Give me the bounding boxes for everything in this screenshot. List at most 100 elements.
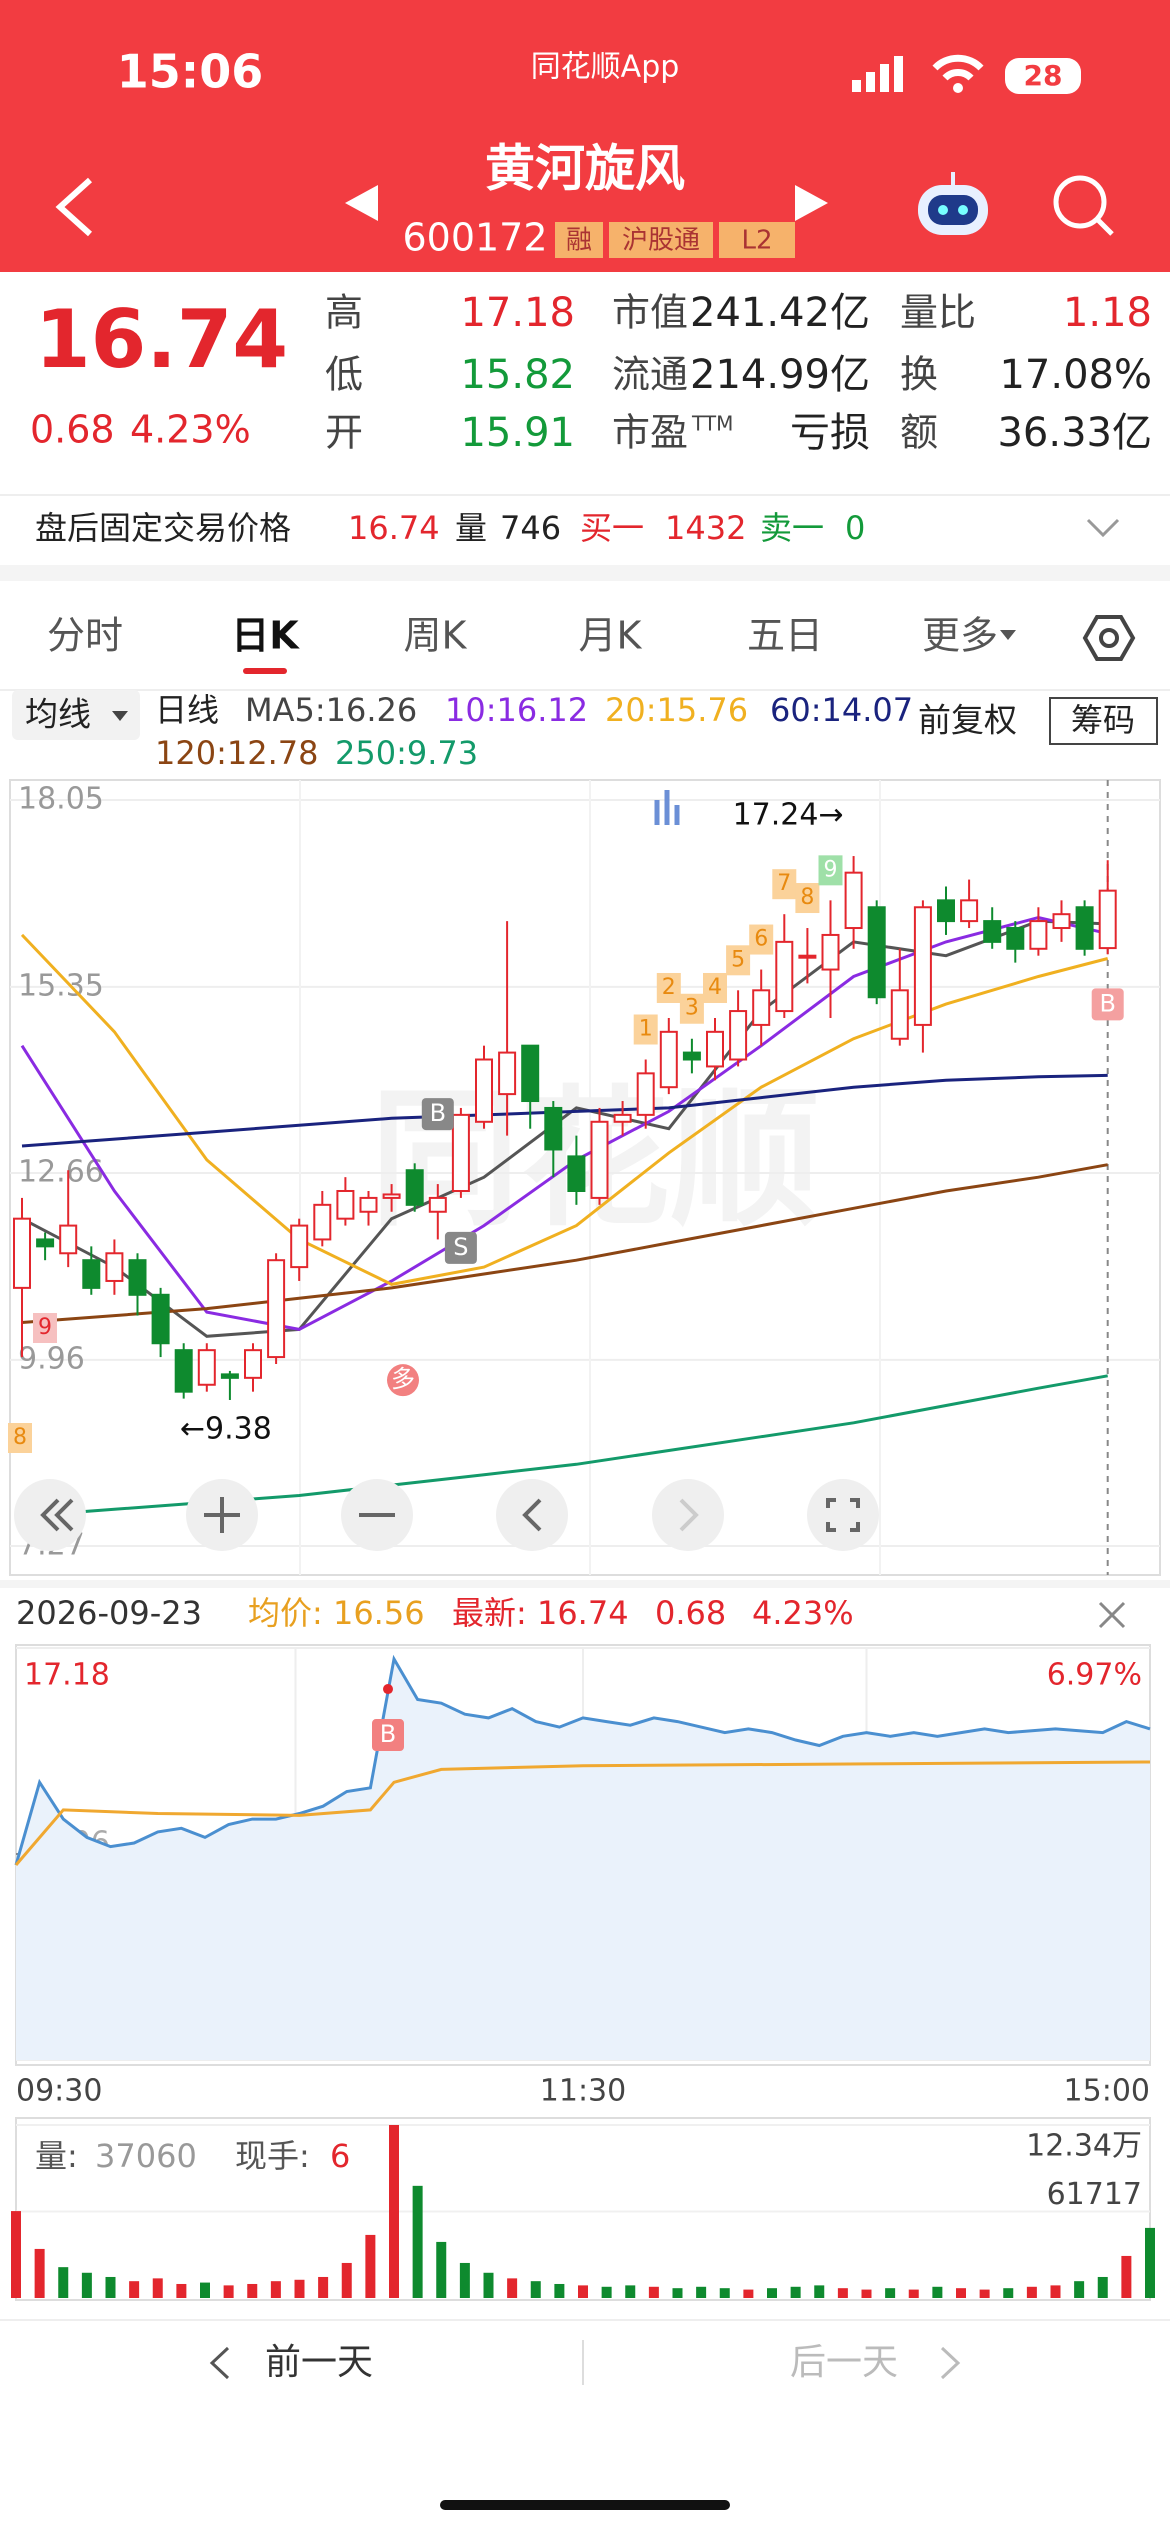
tool-icon [679, 1498, 699, 1532]
volume-frame [15, 2117, 1151, 2301]
ma-line [20, 933, 1109, 1286]
tab[interactable]: 五日 [747, 614, 823, 658]
tool-button[interactable] [807, 1479, 879, 1551]
volume-bar [200, 2282, 210, 2298]
tag: 沪股通 [622, 226, 700, 256]
candle-body [890, 989, 909, 1040]
volume-bar [223, 2285, 234, 2298]
volume-value: 37060 [95, 2137, 197, 2175]
candle-body [220, 1373, 239, 1379]
candle-body [752, 989, 771, 1026]
tab[interactable]: 月K [579, 614, 643, 658]
signal-bg [1091, 988, 1124, 1021]
candle-body [151, 1293, 170, 1345]
candle-body [659, 1030, 678, 1089]
field-label: 低 [325, 353, 363, 397]
signal-bg [372, 1719, 404, 1752]
volume-bar [790, 2286, 801, 2298]
expand[interactable] [1086, 518, 1120, 538]
chips-button[interactable] [1049, 697, 1158, 745]
signal: B [380, 1720, 396, 1748]
ma-label: 120:12.78 [155, 734, 318, 772]
candle-body [521, 1044, 540, 1103]
volume-bar [1003, 2288, 1014, 2298]
volume-bar [979, 2289, 990, 2298]
volume-bar [719, 2288, 730, 2298]
tool-icon [522, 1498, 542, 1532]
adjust[interactable]: 前复权 [918, 701, 1017, 740]
back-button[interactable] [55, 177, 93, 237]
field-label: 量比 [900, 291, 976, 335]
robot-icon[interactable] [918, 172, 988, 235]
home-indicator [440, 2500, 730, 2510]
ma-label: 60:14.07 [770, 691, 913, 729]
seq: 6 [754, 927, 768, 952]
prev-day[interactable]: 前一天 [265, 2342, 373, 2383]
seq: 8 [13, 1425, 27, 1450]
tag-bg [719, 222, 795, 258]
next-stock[interactable] [795, 185, 828, 221]
x-tick-label: 09:30 [16, 2074, 102, 2109]
status-app: 同花顺App [531, 50, 680, 85]
candle-body [706, 1030, 724, 1068]
candle-body [428, 1196, 447, 1213]
field-label: 开 [325, 411, 363, 455]
y-tick-label: 17.18 [24, 1658, 110, 1693]
volume-bar [530, 2281, 541, 2298]
volume-bar [648, 2286, 659, 2298]
prev-stock[interactable] [345, 185, 378, 221]
change: 0.68 [30, 408, 115, 452]
ma-button[interactable] [12, 690, 140, 740]
seq: 9 [38, 1315, 52, 1340]
battery [1005, 58, 1081, 94]
settings-icon[interactable] [1082, 615, 1136, 661]
candle-body [244, 1349, 262, 1379]
gap [0, 1580, 1170, 1588]
ma-line [21, 919, 1108, 1338]
volume-bar [814, 2285, 825, 2298]
hand-label: 现手: [235, 2137, 310, 2175]
ma-label: MA5:16.26 [245, 691, 417, 729]
after-buy-label: 买一 [580, 509, 644, 547]
volume-bar [885, 2288, 896, 2298]
seq-bg [726, 945, 751, 976]
tab[interactable]: 更多 [922, 614, 998, 658]
volume-bar [176, 2283, 187, 2298]
tool-button[interactable] [652, 1479, 724, 1551]
tab[interactable]: 分时 [47, 614, 123, 658]
seq-bg [703, 972, 727, 1003]
search-handle [1095, 217, 1114, 236]
volume-bar [34, 2248, 45, 2298]
field-value: 241.42亿 [690, 290, 870, 336]
search-button[interactable] [1053, 175, 1107, 229]
after-buy: 1432 [665, 509, 746, 547]
candle-body [128, 1259, 147, 1296]
tab[interactable]: 日K [231, 614, 300, 658]
seq-bg [8, 1423, 32, 1453]
close-button[interactable] [1098, 1601, 1126, 1629]
next-day[interactable]: 后一天 [790, 2342, 898, 2383]
tool-button[interactable] [496, 1479, 568, 1551]
seq: 5 [731, 947, 745, 972]
field-value: 17.18 [460, 290, 575, 336]
seq: 9 [824, 857, 838, 882]
field-value: 15.82 [460, 352, 575, 398]
after-label: 盘后固定交易价格 [35, 509, 291, 547]
seq-bg [679, 993, 704, 1024]
volume-bar [412, 2185, 423, 2298]
candle-body [475, 1058, 493, 1123]
pct-label: 6.97% [1047, 1658, 1142, 1693]
intraday-avg: 均价: 16.56 [248, 1594, 425, 1632]
candle-body [1075, 906, 1094, 950]
tool-button[interactable] [14, 1479, 86, 1551]
seq: 1 [639, 1017, 653, 1042]
volume-bar [908, 2289, 919, 2298]
kline-frame [9, 779, 1161, 1576]
wifi-icon [932, 54, 984, 81]
seq-bg [818, 855, 843, 886]
signal: B [430, 1099, 446, 1127]
candle-body [1006, 927, 1025, 950]
tab[interactable]: 周K [404, 614, 468, 658]
candle-body [59, 1224, 78, 1255]
